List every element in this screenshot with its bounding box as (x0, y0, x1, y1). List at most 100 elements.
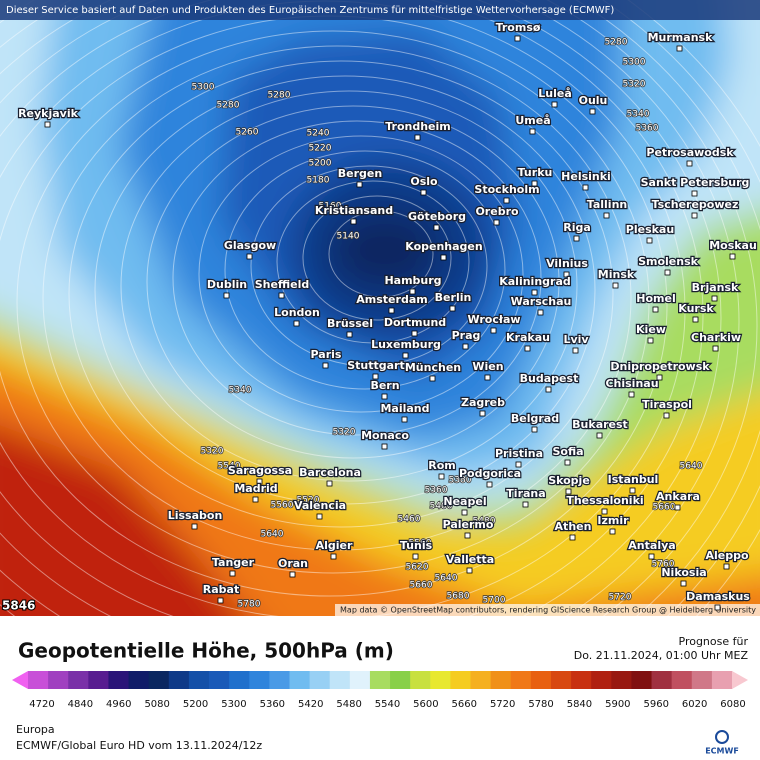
city-marker (246, 253, 253, 260)
colorbar-segment (611, 671, 632, 689)
region: Europa (16, 723, 55, 736)
city-marker (411, 330, 418, 337)
city-label: Trondheim (385, 120, 451, 133)
city-marker (691, 212, 698, 219)
colorbar-tick-label: 5840 (567, 699, 592, 710)
city-label: Luleå (538, 87, 572, 100)
city-label: Athen (555, 520, 592, 533)
contour-label: 5720 (609, 593, 632, 603)
city-marker (691, 190, 698, 197)
forecast-label: Prognose für (679, 635, 749, 648)
city-label: Stockholm (474, 183, 539, 196)
city-label: Skopje (548, 474, 590, 487)
colorbar-tick-label: 5080 (144, 699, 169, 710)
city-label: Lissabon (168, 509, 223, 522)
city-marker (346, 331, 353, 338)
contour-label: 5460 (398, 515, 421, 525)
colorbar-segment (249, 671, 270, 689)
city-label: Antalya (628, 539, 675, 552)
city-label: Krakau (506, 331, 550, 344)
city-label: Sankt Petersburg (641, 176, 750, 189)
city-marker (628, 391, 635, 398)
city-marker (531, 426, 538, 433)
city-marker (356, 181, 363, 188)
city-marker (503, 197, 510, 204)
city-marker (648, 553, 655, 560)
colorbar-segment (631, 671, 653, 689)
city-marker (609, 528, 616, 535)
city-label: Sofia (552, 445, 583, 458)
colorbar-tick-label: 4960 (106, 699, 131, 710)
contour-label: 5640 (261, 530, 284, 540)
city-marker (647, 337, 654, 344)
colorbar: 4720 4840 4960 5080 5200 5300 5360 5420 5480 5540… (12, 671, 748, 710)
city-label: Brjansk (692, 281, 739, 294)
city-label: Valencia (294, 499, 346, 512)
city-label: Bern (370, 379, 399, 392)
header-notice: Dieser Service basiert auf Daten und Pro… (6, 5, 614, 16)
colorbar-tick-label: 5300 (221, 699, 246, 710)
city-marker (420, 189, 427, 196)
city-marker (629, 487, 636, 494)
city-marker (464, 532, 471, 539)
contour-label: 5200 (309, 159, 332, 169)
city-marker (461, 509, 468, 516)
colorbar-segment (108, 671, 130, 689)
colorbar-segment (490, 671, 512, 689)
city-label: Tunis (400, 539, 433, 552)
contour-label: 5300 (192, 83, 215, 93)
colorbar-segment (68, 671, 89, 689)
city-marker (440, 254, 447, 261)
contour-label: 5280 (268, 91, 291, 101)
city-marker (674, 504, 681, 511)
colorbar-segment (571, 671, 592, 689)
city-marker (603, 212, 610, 219)
colorbar-segment (128, 671, 150, 689)
city-label: Monaco (361, 429, 409, 442)
city-marker (289, 571, 296, 578)
city-marker (582, 184, 589, 191)
city-label: Paris (311, 348, 342, 361)
colorbar-segment (369, 671, 391, 689)
city-label: Kursk (678, 302, 714, 315)
city-label: Mailand (380, 402, 429, 415)
colorbar-tick-label: 4840 (68, 699, 93, 710)
city-marker (409, 288, 416, 295)
city-label: Istanbul (608, 473, 659, 486)
city-marker (484, 374, 491, 381)
city-marker (293, 320, 300, 327)
contour-label: 5560 (409, 539, 432, 549)
city-label: Bergen (338, 167, 382, 180)
contour (302, 195, 452, 321)
city-label: Petrosawodsk (646, 146, 734, 159)
colorbar-segment (229, 671, 250, 689)
city-marker (256, 478, 263, 485)
city-marker (402, 352, 409, 359)
city-label: Vilnius (546, 257, 588, 270)
city-marker (433, 224, 440, 231)
colorbar-segment (691, 671, 713, 689)
city-label: Neapel (443, 495, 486, 508)
city-marker (322, 362, 329, 369)
colorbar-segment (671, 671, 693, 689)
contour (0, 0, 757, 711)
city-marker (564, 459, 571, 466)
contour-label: 5380 (449, 476, 472, 486)
city-label: Orebro (475, 205, 519, 218)
colorbar-tick-label: 5960 (643, 699, 668, 710)
city-label: Göteborg (408, 210, 466, 223)
contour-label: 5140 (337, 232, 360, 242)
colorbar-segment (510, 671, 532, 689)
city-marker (429, 375, 436, 382)
city-marker (44, 121, 51, 128)
colorbar-segment (28, 671, 49, 689)
city-marker (531, 289, 538, 296)
city-label: Minsk (598, 268, 635, 281)
contour-label: 5780 (238, 600, 261, 610)
city-label: Pristina (495, 447, 543, 460)
city-marker (466, 567, 473, 574)
colorbar-tick-label: 5600 (413, 699, 438, 710)
contour-label: 5340 (229, 386, 252, 396)
contour (146, 105, 560, 459)
corner-value: 5846 (2, 599, 35, 613)
